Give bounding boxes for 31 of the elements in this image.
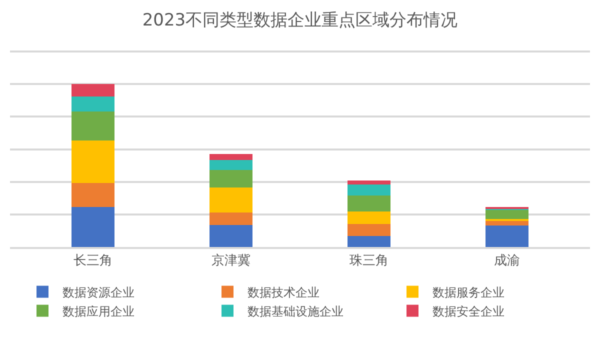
bar <box>348 180 390 185</box>
bar <box>71 84 114 97</box>
bar <box>210 224 252 247</box>
chart-title: 2023不同类型数据企业重点区域分布情况 <box>142 10 458 30</box>
x-tick-label: 长三角 <box>73 253 112 268</box>
bar <box>486 209 529 220</box>
bar <box>210 187 252 212</box>
bar <box>71 140 114 184</box>
bar <box>348 211 390 224</box>
legend-label: 数据应用企业 <box>62 304 134 318</box>
bar <box>71 96 114 112</box>
legend-label: 数据服务企业 <box>432 285 504 300</box>
legend-label: 数据安全企业 <box>432 304 504 318</box>
bar <box>71 112 114 140</box>
bar <box>210 212 252 225</box>
bar <box>71 183 114 207</box>
bar <box>348 224 390 236</box>
bar <box>348 184 390 196</box>
bar <box>348 236 390 247</box>
bar <box>486 225 529 247</box>
x-tick-label: 珠三角 <box>350 253 389 268</box>
bar <box>71 206 114 247</box>
bar <box>210 160 252 170</box>
legend-label: 数据资源企业 <box>62 285 134 300</box>
x-tick-label: 京津冀 <box>211 253 250 268</box>
bar <box>348 196 390 212</box>
x-tick-label: 成渝 <box>494 253 520 268</box>
bar <box>210 154 252 160</box>
bar <box>210 170 252 188</box>
legend-label: 数据技术企业 <box>248 285 320 300</box>
legend-label: 数据基础设施企业 <box>248 304 344 318</box>
